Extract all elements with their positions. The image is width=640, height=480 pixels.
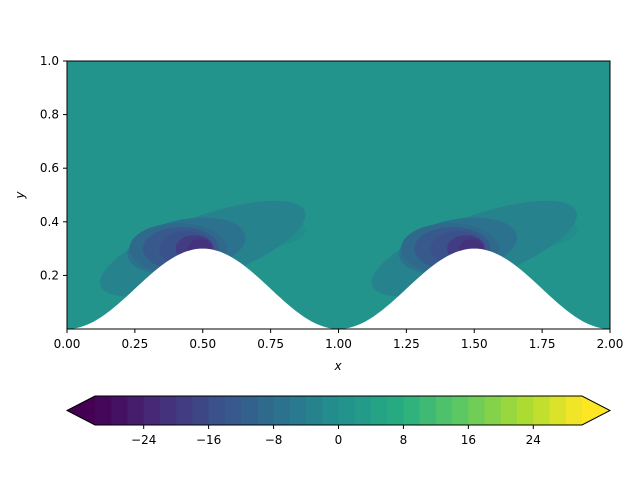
colorbar-segment — [565, 396, 583, 425]
colorbar-tick-label: −16 — [196, 433, 221, 447]
colorbar-segment — [452, 396, 469, 425]
y-tick-label: 0.4 — [40, 215, 59, 229]
y-tick-label: 0.6 — [40, 161, 59, 175]
colorbar-segment — [241, 396, 258, 425]
colorbar-segment — [370, 396, 388, 425]
y-tick-label: 0.2 — [40, 268, 59, 282]
colorbar-segment — [306, 396, 323, 425]
plot-area — [67, 61, 610, 329]
colorbar-segment — [549, 396, 567, 425]
colorbar-segment — [338, 396, 356, 425]
colorbar-segment — [127, 396, 145, 425]
x-tick-label: 1.25 — [393, 337, 420, 351]
x-tick-label: 2.00 — [597, 337, 624, 351]
colorbar-segment — [111, 396, 128, 425]
terrain-boundary — [67, 248, 610, 329]
x-tick-label: 0.25 — [122, 337, 149, 351]
colorbar-segment — [208, 396, 226, 425]
colorbar-segment — [387, 396, 404, 425]
colorbar-segment — [289, 396, 307, 425]
colorbar-outline — [65, 395, 612, 426]
colorbar-segment — [95, 396, 112, 425]
colorbar-segment — [484, 396, 502, 425]
colorbar-segment — [468, 396, 486, 425]
colorbar-segment — [143, 396, 161, 425]
colorbar-tick-label: 0 — [335, 433, 343, 447]
x-tick-label: 1.75 — [529, 337, 556, 351]
x-tick-label: 0.50 — [189, 337, 216, 351]
colorbar-segment — [322, 396, 339, 425]
x-axis-label: x — [333, 359, 342, 373]
x-tick-label: 1.00 — [325, 337, 352, 351]
y-tick-label: 1.0 — [40, 54, 59, 68]
colorbar-segment — [500, 396, 518, 425]
colorbar: −24 −16 −8 0 8 16 24 — [65, 395, 612, 447]
y-tick-label: 0.8 — [40, 108, 59, 122]
colorbar-tick-label: −8 — [265, 433, 283, 447]
colorbar-segment — [435, 396, 453, 425]
colorbar-segment — [273, 396, 291, 425]
x-tick-label: 0.00 — [54, 337, 81, 351]
colorbar-segment — [176, 396, 193, 425]
colorbar-extend-low — [67, 396, 95, 425]
colorbar-tick-label: −24 — [131, 433, 156, 447]
colorbar-segment — [224, 396, 242, 425]
colorbar-tick-label: 8 — [400, 433, 408, 447]
axes: 0.00 0.25 0.50 0.75 1.00 1.25 1.50 1.75 2.00 0.2 0… — [40, 54, 623, 351]
y-axis-label: y — [13, 191, 27, 200]
colorbar-segment — [533, 396, 551, 425]
colorbar-segment — [159, 396, 177, 425]
x-tick-label: 0.75 — [257, 337, 284, 351]
colorbar-extend-high — [582, 396, 610, 425]
x-tick-label: 1.50 — [461, 337, 488, 351]
colorbar-segment — [354, 396, 372, 425]
colorbar-segment — [257, 396, 275, 425]
colorbar-segment — [419, 396, 437, 425]
colorbar-segment — [403, 396, 421, 425]
colorbar-tick-label: 24 — [526, 433, 541, 447]
colorbar-segment — [517, 396, 534, 425]
colorbar-tick-label: 16 — [461, 433, 476, 447]
colorbar-segment — [192, 396, 210, 425]
